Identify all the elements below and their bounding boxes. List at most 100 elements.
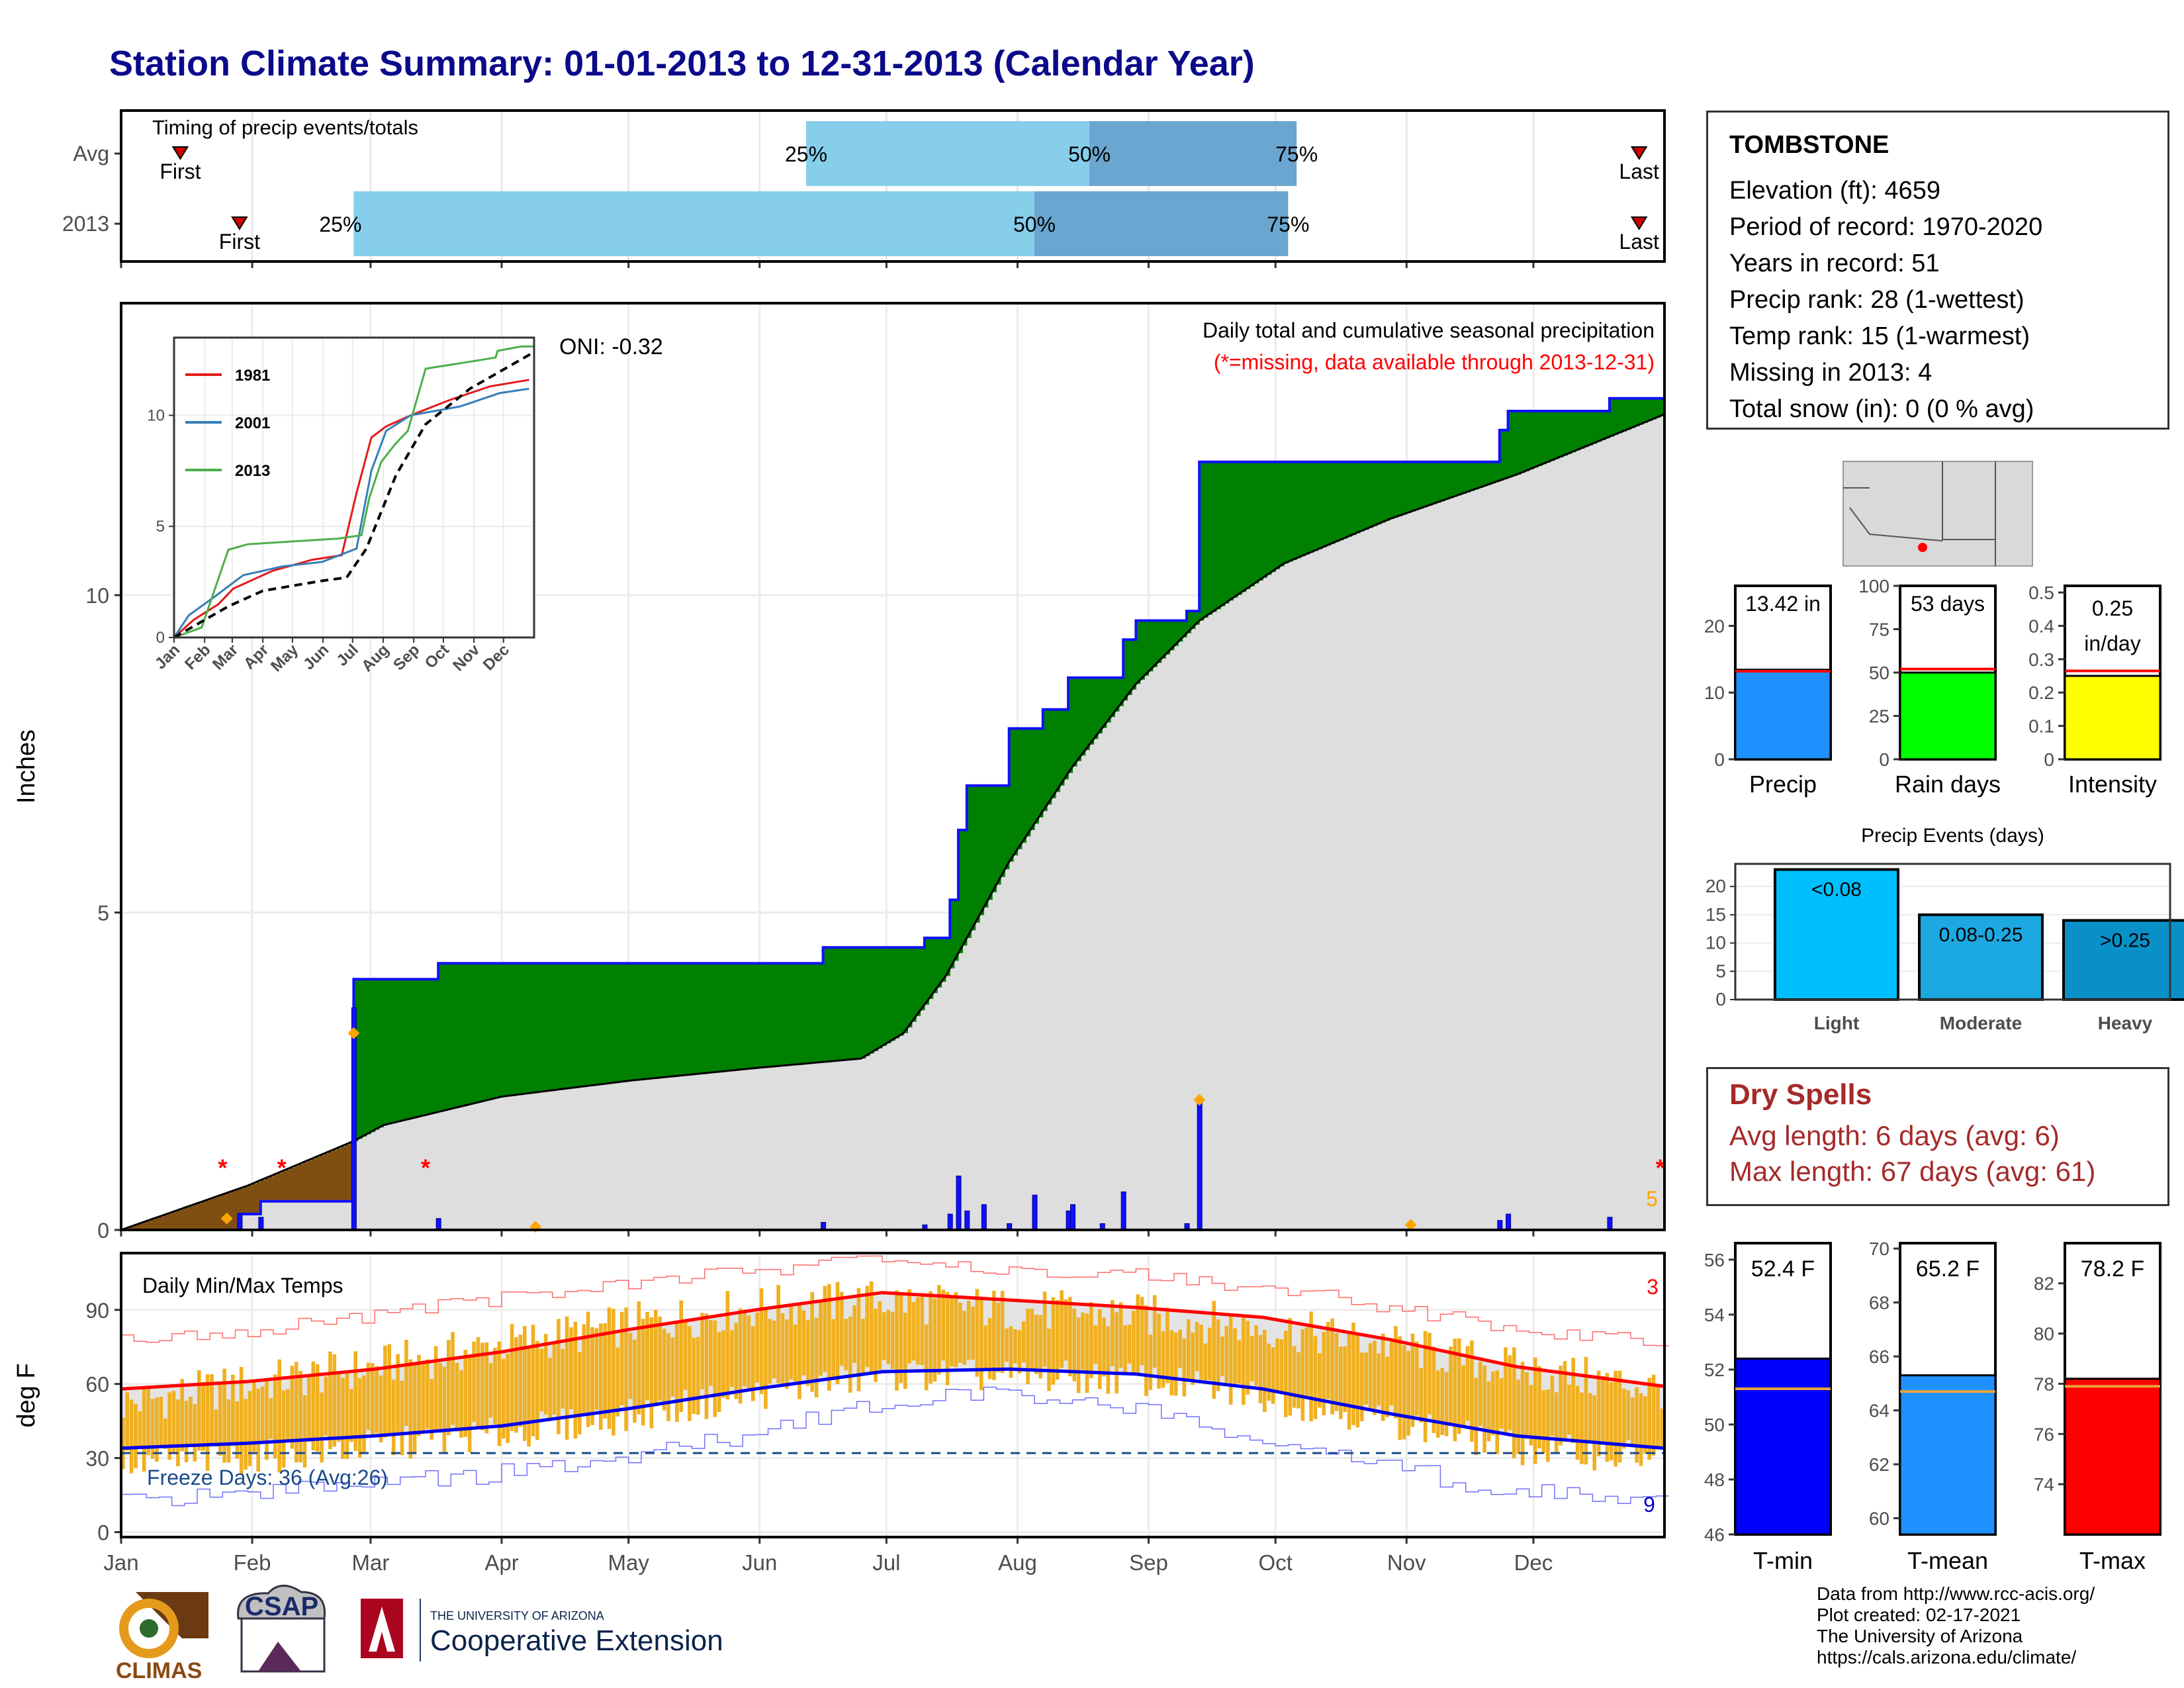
temp-low-extreme-count: 9 — [1643, 1493, 1655, 1517]
precip-summary-ytick-label: 0 — [1714, 749, 1725, 770]
temp-freeze-label: Freeze Days: 36 (Avg:26) — [147, 1466, 388, 1489]
inset-series-line — [173, 345, 534, 639]
temp-high-extreme-count: 3 — [1647, 1275, 1659, 1299]
tmax-summary-ytick-label: 76 — [2034, 1424, 2054, 1444]
precip-extreme-marker — [1193, 1094, 1206, 1106]
events-bar-light — [1774, 868, 1899, 1001]
intensity-summary-ytick-label: 0 — [2044, 749, 2054, 770]
ua-logo-small-text: THE UNIVERSITY OF ARIZONA — [430, 1609, 604, 1622]
precip-ytick-label: 5 — [97, 902, 109, 925]
timing-bar-q50-q75 — [1034, 191, 1289, 256]
precip-extreme-marker — [347, 1027, 360, 1039]
page-title: Station Climate Summary: 01-01-2013 to 1… — [109, 44, 1255, 83]
station-temp-rank: Temp rank: 15 (1-warmest) — [1729, 322, 2030, 350]
station-snow: Total snow (in): 0 (0 % avg) — [1729, 395, 2034, 423]
intensity-summary-bar — [2064, 675, 2161, 761]
inset-panel-border — [173, 336, 535, 639]
precip-extreme-marker — [1404, 1219, 1417, 1231]
precip-panel-border — [120, 302, 1666, 1231]
tmean-summary-value-label: 65.2 F — [1916, 1256, 1979, 1282]
precip-daily-bar — [947, 1213, 953, 1231]
temp-title: Daily Min/Max Temps — [142, 1274, 343, 1297]
station-name: TOMBSTONE — [1729, 131, 1889, 159]
precip-missing-marker: * — [277, 1154, 287, 1181]
precip-daily-bar — [981, 1204, 987, 1231]
temp-record-low-line — [121, 1386, 1669, 1507]
raindays-summary-ytick-label: 100 — [1858, 576, 1889, 596]
tmax-summary-label: T-max — [2079, 1547, 2146, 1574]
timing-label-75: 75% — [1267, 212, 1309, 236]
tmin-summary-ytick-label: 50 — [1704, 1415, 1725, 1435]
precip-ytick-label: 10 — [85, 584, 109, 608]
intensity-summary-value-unit: in/day — [2084, 632, 2140, 655]
precip-summary-label: Precip — [1749, 771, 1817, 798]
events-panel-border — [1734, 863, 2171, 1001]
temp-xtick-label: May — [608, 1550, 650, 1575]
tmax-summary-ytick-label: 80 — [2034, 1324, 2054, 1344]
temp-xtick-label: Jun — [742, 1550, 777, 1575]
station-precip-rank: Precip rank: 28 (1-wettest) — [1729, 286, 2025, 314]
timing-label-50: 50% — [1013, 212, 1056, 236]
precip-2013-cumulative-line — [121, 397, 1664, 1231]
temp-xtick-label: Jul — [872, 1550, 900, 1575]
raindays-summary-ytick-label: 75 — [1869, 620, 1889, 640]
timing-marker-first — [231, 216, 248, 230]
tmean-summary-bar — [1899, 1374, 1997, 1536]
events-bar-value-label: 0.08-0.25 — [1939, 924, 2023, 946]
precip-daily-bar — [1197, 1102, 1203, 1231]
temp-ytick-label: 30 — [85, 1447, 109, 1471]
precip-ytick-label: 0 — [97, 1219, 109, 1243]
events-ytick-label: 15 — [1706, 904, 1726, 925]
precip-missing-marker: * — [1656, 1154, 1665, 1181]
inset-series-line — [173, 379, 529, 639]
station-elevation: Elevation (ft): 4659 — [1729, 177, 1940, 205]
dry-spells-avg: Avg length: 6 days (avg: 6) — [1729, 1120, 2060, 1151]
temp-xtick-label: Aug — [998, 1550, 1037, 1575]
events-title: Precip Events (days) — [1861, 825, 2044, 847]
raindays-summary-ytick-label: 25 — [1869, 706, 1889, 727]
intensity-summary-ytick-label: 0.3 — [2028, 649, 2054, 670]
timing-label-75: 75% — [1275, 142, 1318, 166]
intensity-summary-ytick-label: 0.4 — [2028, 616, 2054, 636]
tmean-summary-ytick-label: 60 — [1869, 1509, 1889, 1529]
timing-label-25: 25% — [785, 142, 827, 166]
raindays-summary-bar — [1899, 671, 1997, 761]
events-bar-value-label: <0.08 — [1811, 879, 1862, 901]
ua-logo-big-text: Cooperative Extension — [430, 1624, 723, 1657]
tmax-summary-bar — [2064, 1378, 2161, 1536]
precip-daily-bar — [1032, 1194, 1038, 1231]
station-period: Period of record: 1970-2020 — [1729, 213, 2043, 241]
precip-missing-count: 5 — [1646, 1187, 1658, 1211]
temp-ytick-label: 0 — [97, 1521, 109, 1545]
temp-xtick-label: Nov — [1387, 1550, 1426, 1575]
location-map-borders — [1843, 461, 1996, 566]
dry-spells-box: Dry Spells Avg length: 6 days (avg: 6) M… — [1706, 1067, 2169, 1206]
precip-daily-bar — [258, 1217, 264, 1231]
precip-avg-cumulative-line — [120, 413, 1665, 1231]
tmin-summary-value-label: 52.4 F — [1751, 1256, 1815, 1282]
precip-daily-bar — [964, 1210, 970, 1231]
raindays-summary-label: Rain days — [1895, 771, 2001, 798]
location-map — [1843, 461, 2033, 567]
events-bar-value-label: >0.25 — [2100, 929, 2150, 951]
timing-label-25: 25% — [319, 212, 361, 236]
precip-daily-bar — [1120, 1191, 1126, 1231]
precip-daily-bar — [1607, 1217, 1613, 1231]
precip-ylabel: Inches — [13, 729, 40, 804]
tmean-summary-label: T-mean — [1907, 1547, 1988, 1574]
tmean-summary-ytick-label: 62 — [1869, 1454, 1889, 1475]
precip-avg-cumulative-area — [121, 414, 1664, 1230]
tmin-summary-ytick-label: 46 — [1704, 1524, 1725, 1545]
precip-summary-bar — [1734, 669, 1832, 761]
inset-legend-label: 1981 — [235, 367, 270, 385]
intensity-summary-ytick-label: 0.2 — [2028, 682, 2054, 703]
climas-logo: CLIMAS — [116, 1592, 208, 1683]
temp-avg-min-line — [120, 1367, 1665, 1450]
timing-marker-last — [1630, 146, 1648, 160]
intensity-summary-label: Intensity — [2068, 771, 2157, 798]
timing-row-label: Avg — [73, 142, 109, 165]
events-ytick-label: 0 — [1715, 989, 1726, 1009]
timing-marker-last — [1630, 216, 1648, 230]
precip-daily-bar — [1506, 1213, 1512, 1231]
tmean-summary-ytick-label: 70 — [1869, 1239, 1889, 1259]
